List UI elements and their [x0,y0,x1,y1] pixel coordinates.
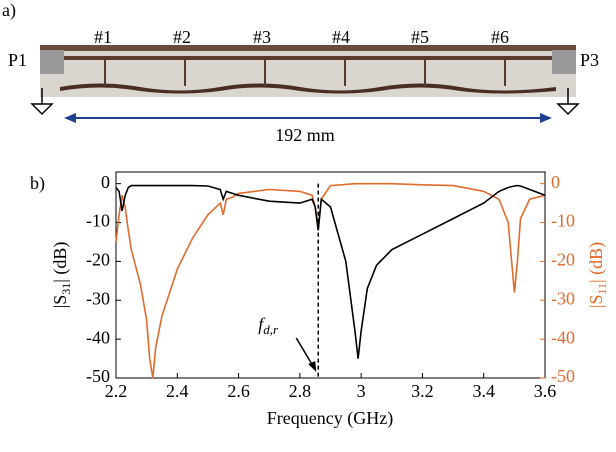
length-label: 192 mm [275,125,335,145]
x-tick-label: 3.4 [472,381,495,401]
section-label: #3 [253,27,271,47]
y2-axis-label: |S11| (dB) [586,242,609,308]
x-tick-label: 3 [357,381,366,401]
panel-label: a) [2,0,16,21]
x-tick-label: 2.6 [227,381,250,401]
series-line [115,184,546,359]
section-label: #1 [94,27,112,47]
y-axis-label: |S31| (dB) [50,242,73,309]
panel-label: b) [30,173,45,194]
y-tick-label: -30 [86,288,110,308]
y2-tick-label: -20 [551,250,575,270]
x-tick-label: 2.4 [166,381,189,401]
y-tick-label: -40 [86,327,110,347]
y-tick-label: -50 [86,366,110,386]
section-label: #2 [173,27,191,47]
y2-tick-label: -10 [551,211,575,231]
port-label: P3 [580,50,599,70]
port-label: P1 [8,50,27,70]
y-tick-label: -10 [86,211,110,231]
y2-tick-label: 0 [551,172,560,192]
y2-tick-label: -40 [551,327,575,347]
photo [30,45,580,116]
series-line [115,182,546,379]
y2-tick-label: -30 [551,288,575,308]
plot-frame [115,171,546,379]
annotation-label: fd,r [258,314,279,337]
x-tick-label: 2.8 [289,381,312,401]
dimension-arrow [64,113,552,123]
y-tick-label: -20 [86,250,110,270]
x-tick-label: 3.2 [411,381,434,401]
x-tick-label: 3.6 [534,381,557,401]
y-tick-label: 0 [101,172,110,192]
annotation-arrowhead [308,361,317,372]
x-axis-label: Frequency (GHz) [267,408,393,429]
section-label: #4 [332,27,350,47]
section-label: #5 [411,27,429,47]
x-tick-label: 2.2 [105,381,128,401]
y2-tick-label: -50 [551,366,575,386]
section-label: #6 [491,27,509,47]
